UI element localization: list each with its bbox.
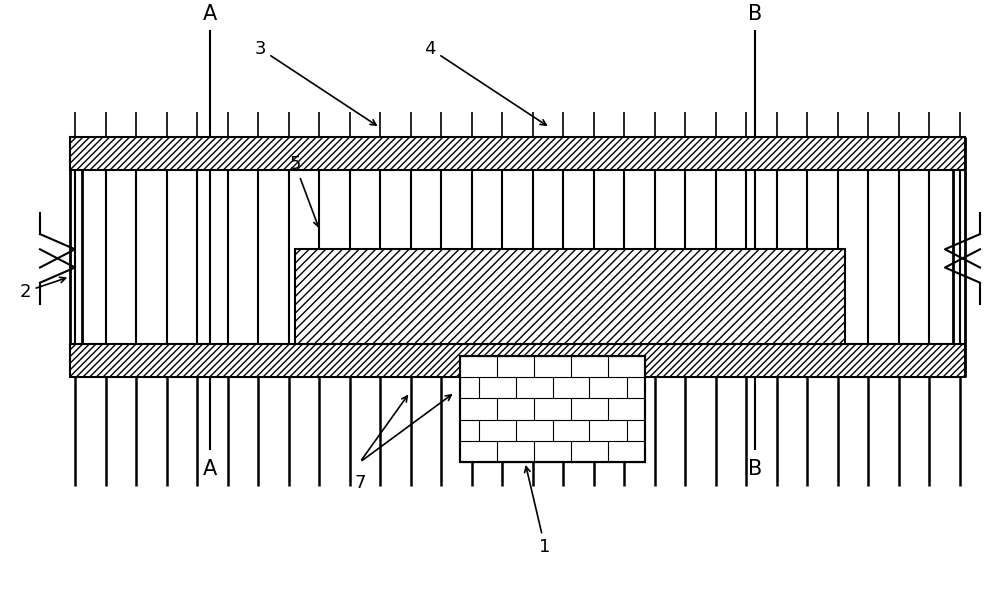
Bar xyxy=(70,344,965,377)
Text: 5: 5 xyxy=(289,155,319,227)
Text: 1: 1 xyxy=(525,466,551,556)
Text: B: B xyxy=(748,4,762,24)
Text: 2: 2 xyxy=(19,277,66,301)
Bar xyxy=(460,356,645,462)
Bar xyxy=(460,356,645,462)
Bar xyxy=(70,137,965,170)
Bar xyxy=(295,249,845,344)
Text: 3: 3 xyxy=(254,40,376,125)
Text: A: A xyxy=(203,459,217,479)
Text: A: A xyxy=(203,4,217,24)
Bar xyxy=(70,344,965,377)
Text: 7: 7 xyxy=(354,474,366,492)
Text: B: B xyxy=(748,459,762,479)
Bar xyxy=(70,137,965,170)
Bar xyxy=(295,249,845,344)
Text: 4: 4 xyxy=(424,40,546,125)
